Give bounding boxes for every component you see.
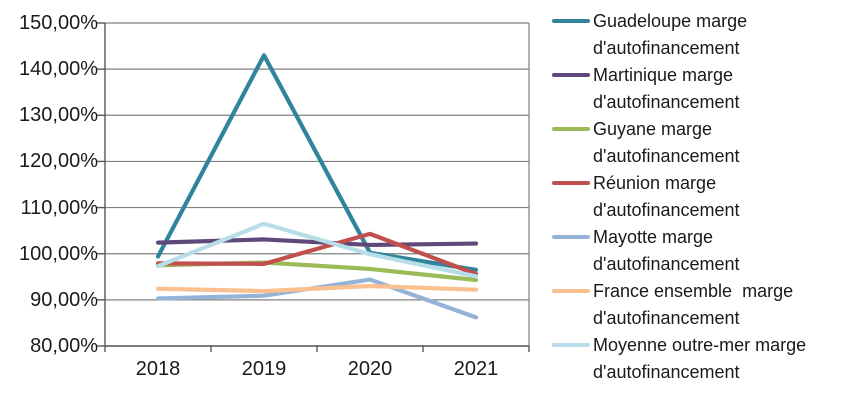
series-line-1: [155, 237, 479, 248]
series-line-6: [155, 221, 479, 279]
legend-label: Guadeloupe marge d'autofinancement: [593, 11, 753, 58]
y-tick-label: 100,00%: [19, 242, 98, 265]
series-line-0: [155, 53, 479, 272]
legend-item-4: Mayotte marge d'autofinancement: [552, 224, 854, 278]
legend-line-swatch: [552, 235, 590, 239]
legend-label: France ensemble marge d'autofinancement: [593, 281, 799, 328]
x-tick-label: 2018: [135, 358, 181, 380]
y-tick-label: 110,00%: [20, 196, 98, 219]
legend-line-swatch: [552, 127, 590, 131]
y-tick-label: 130,00%: [19, 104, 98, 127]
legend-line-swatch: [552, 343, 590, 347]
legend-line-swatch: [552, 19, 590, 23]
legend-item-1: Martinique marge d'autofinancement: [552, 62, 854, 116]
series-line-3: [155, 231, 479, 277]
y-tick-label: 90,00%: [30, 288, 98, 311]
legend-label: Guyane marge d'autofinancement: [593, 119, 740, 166]
legend-line-swatch: [552, 73, 590, 77]
legend-item-0: Guadeloupe marge d'autofinancement: [552, 8, 854, 62]
y-tick-label: 80,00%: [30, 335, 98, 357]
x-tick-label: 2019: [241, 358, 287, 380]
y-tick-label: 150,00%: [19, 12, 98, 34]
legend-label: Mayotte marge d'autofinancement: [593, 227, 740, 274]
x-tick-label: 2020: [347, 358, 393, 380]
legend-item-5: France ensemble marge d'autofinancement: [552, 278, 854, 332]
legend-label: Moyenne outre-mer marge d'autofinancemen…: [593, 335, 812, 382]
series-line-4: [155, 277, 479, 320]
legend-item-6: Moyenne outre-mer marge d'autofinancemen…: [552, 332, 854, 386]
legend-line-swatch: [552, 181, 590, 185]
legend-line-swatch: [552, 289, 590, 293]
y-tick-label: 120,00%: [19, 150, 98, 173]
y-tick-label: 140,00%: [19, 58, 98, 81]
legend-item-2: Guyane marge d'autofinancement: [552, 116, 854, 170]
legend: Guadeloupe marge d'autofinancement Martin…: [552, 8, 854, 386]
legend-label: Martinique marge d'autofinancement: [593, 65, 740, 112]
series-line-5: [155, 283, 479, 294]
legend-label: Réunion marge d'autofinancement: [593, 173, 740, 220]
legend-item-3: Réunion marge d'autofinancement: [552, 170, 854, 224]
x-tick-label: 2021: [453, 358, 499, 380]
